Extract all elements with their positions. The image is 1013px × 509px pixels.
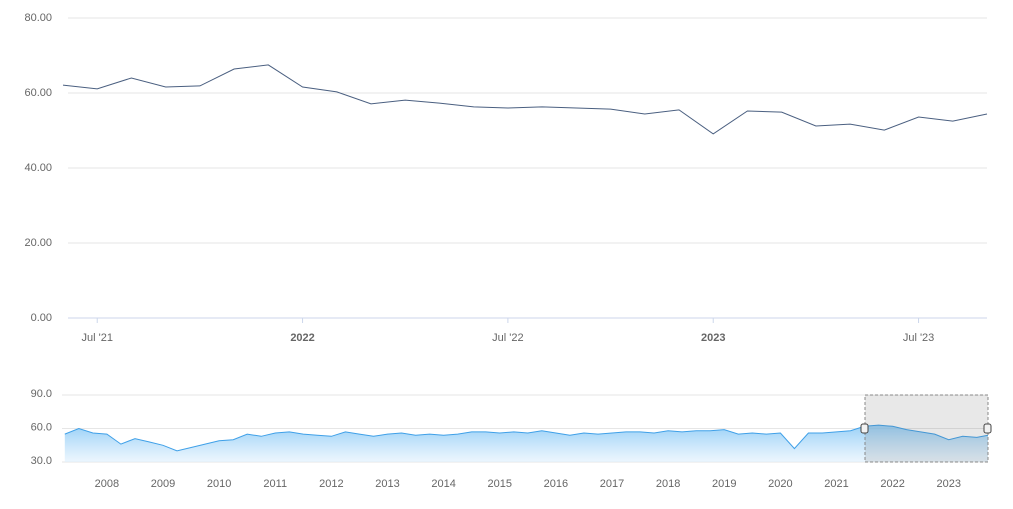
x-tick-label: 2015 xyxy=(488,478,512,490)
x-tick-label: 2008 xyxy=(95,478,119,490)
x-tick-label: 2023 xyxy=(936,478,960,490)
navigator-selection[interactable] xyxy=(860,394,992,463)
x-tick-label: 2013 xyxy=(375,478,399,490)
line xyxy=(62,64,988,135)
navigator: 30.0 60.0 90.0 2008 2009 2010 2011 2012 2013 2014… xyxy=(31,388,989,490)
y-tick-label: 30.0 xyxy=(31,455,52,467)
x-tick-label: Jul '23 xyxy=(903,332,934,344)
main-chart: 0.00 20.00 40.00 60.00 80.00 Jul '21 2022 Jul '… xyxy=(24,12,988,344)
x-tick-label: Jul '21 xyxy=(81,332,112,344)
y-tick-label: 20.00 xyxy=(24,237,52,249)
x-tick-label: 2018 xyxy=(656,478,680,490)
x-tick-label: 2022 xyxy=(290,332,314,344)
x-tick-label: 2016 xyxy=(544,478,568,490)
x-tick-label: 2014 xyxy=(431,478,455,490)
x-tick-label: 2019 xyxy=(712,478,736,490)
y-tick-label: 90.0 xyxy=(31,388,52,400)
y-tick-label: 60.00 xyxy=(24,87,52,99)
x-tick-label: 2020 xyxy=(768,478,792,490)
y-tick-label: 40.00 xyxy=(24,162,52,174)
area-fill xyxy=(64,425,989,462)
y-tick-label: 0.00 xyxy=(31,312,52,324)
area-line xyxy=(64,424,989,452)
x-tick-label: 2011 xyxy=(263,478,287,490)
selection-window[interactable] xyxy=(864,394,989,463)
x-tick-label: 2021 xyxy=(824,478,848,490)
y-tick-label: 80.00 xyxy=(24,12,52,24)
y-tick-label: 60.0 xyxy=(31,421,52,433)
handle-right[interactable] xyxy=(983,423,992,434)
x-tick-label: 2012 xyxy=(319,478,343,490)
x-tick-label: 2009 xyxy=(151,478,175,490)
x-tick-label: 2017 xyxy=(600,478,624,490)
x-tick-label: 2023 xyxy=(701,332,725,344)
handle-left[interactable] xyxy=(860,423,869,434)
x-tick-label: Jul '22 xyxy=(492,332,523,344)
x-tick-label: 2010 xyxy=(207,478,231,490)
x-tick-label: 2022 xyxy=(880,478,904,490)
